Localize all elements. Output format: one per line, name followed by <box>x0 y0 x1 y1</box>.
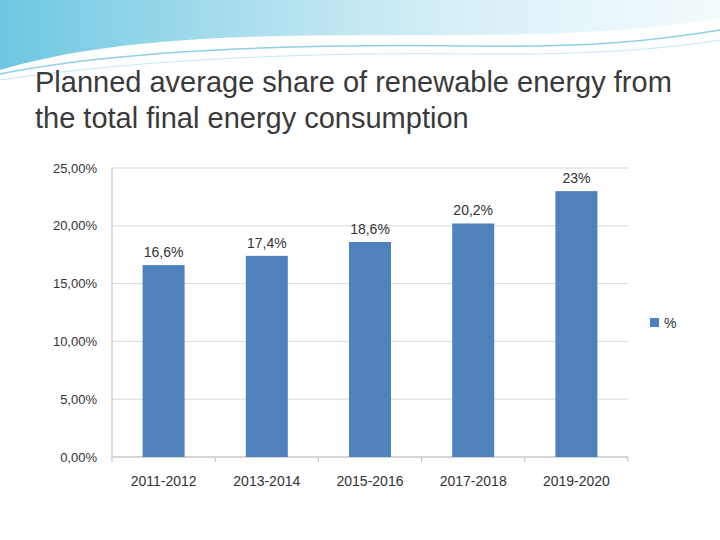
title: Planned average share of renewable energ… <box>35 64 700 136</box>
data-label: 20,2% <box>453 202 493 218</box>
chart: 0,00% 5,00% 10,00% 15,00% 20,00% 25,00% 16,6% 1… <box>0 0 720 540</box>
bar <box>246 256 288 457</box>
x-tick <box>112 457 113 462</box>
y-tick-label: 0,00% <box>60 450 97 465</box>
y-tick-label: 20,00% <box>53 218 98 233</box>
y-tick-label: 5,00% <box>60 392 97 407</box>
y-axis <box>112 168 113 457</box>
grid-line <box>112 168 628 169</box>
data-label: 16,6% <box>144 244 184 260</box>
bar <box>143 265 185 457</box>
x-tick <box>421 457 422 462</box>
bars <box>143 191 598 457</box>
legend-swatch <box>650 318 659 327</box>
y-tick-label: 25,00% <box>53 161 98 176</box>
legend-label: % <box>664 315 676 331</box>
x-tick-label: 2013-2014 <box>233 473 300 489</box>
data-label: 17,4% <box>247 235 287 251</box>
y-tick-label: 15,00% <box>53 276 98 291</box>
x-tick-label: 2019-2020 <box>543 473 610 489</box>
y-tick-label: 10,00% <box>53 334 98 349</box>
x-tick-label: 2017-2018 <box>440 473 507 489</box>
x-tick-label: 2015-2016 <box>337 473 404 489</box>
x-tick <box>215 457 216 462</box>
bar <box>349 242 391 457</box>
x-tick <box>628 457 629 462</box>
data-label: 23% <box>562 170 590 186</box>
bar <box>555 191 597 457</box>
bar <box>452 223 494 457</box>
x-tick <box>318 457 319 462</box>
data-label: 18,6% <box>350 221 390 237</box>
x-tick <box>524 457 525 462</box>
swoosh <box>0 0 720 70</box>
x-tick-label: 2011-2012 <box>131 473 197 489</box>
